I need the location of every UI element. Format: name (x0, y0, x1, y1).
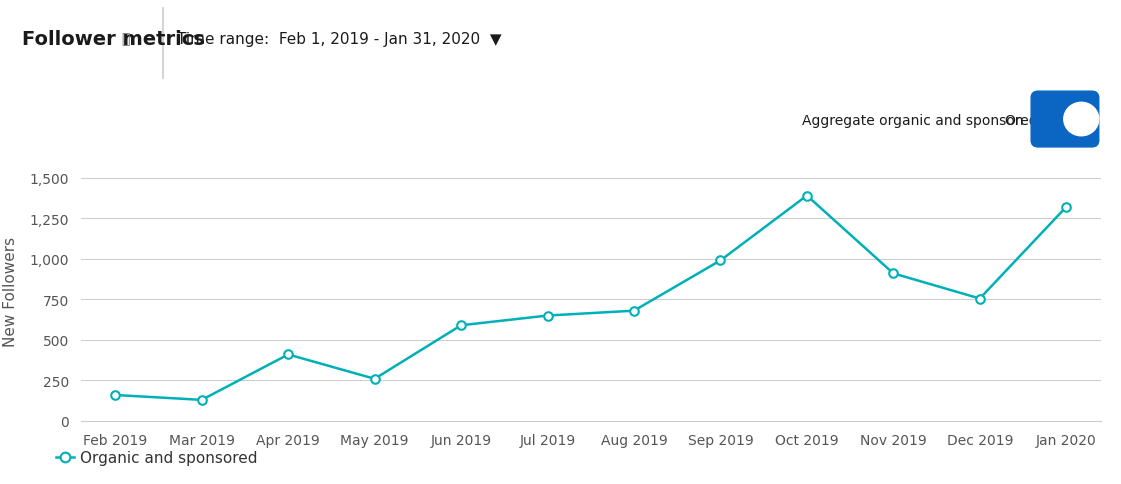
Text: Time range:  Feb 1, 2019 - Jan 31, 2020  ▼: Time range: Feb 1, 2019 - Jan 31, 2020 ▼ (177, 32, 502, 46)
Point (106, 391, 124, 399)
Text: ⓘ: ⓘ (121, 32, 129, 46)
Point (452, 322, 470, 330)
Text: On: On (1004, 114, 1025, 128)
Point (626, 307, 643, 315)
Y-axis label: New Followers: New Followers (3, 237, 18, 347)
Point (712, 257, 730, 265)
Text: Follower metrics: Follower metrics (22, 30, 205, 49)
Point (971, 295, 989, 303)
FancyBboxPatch shape (1031, 92, 1099, 148)
Point (798, 192, 816, 200)
Point (365, 375, 383, 383)
Point (1057, 204, 1075, 212)
Text: Organic and sponsored: Organic and sponsored (80, 450, 257, 465)
Circle shape (1064, 103, 1099, 136)
Point (538, 312, 556, 320)
Point (884, 270, 902, 278)
Point (279, 351, 297, 359)
Text: Aggregate organic and sponsored: Aggregate organic and sponsored (802, 114, 1037, 128)
Point (193, 396, 211, 404)
